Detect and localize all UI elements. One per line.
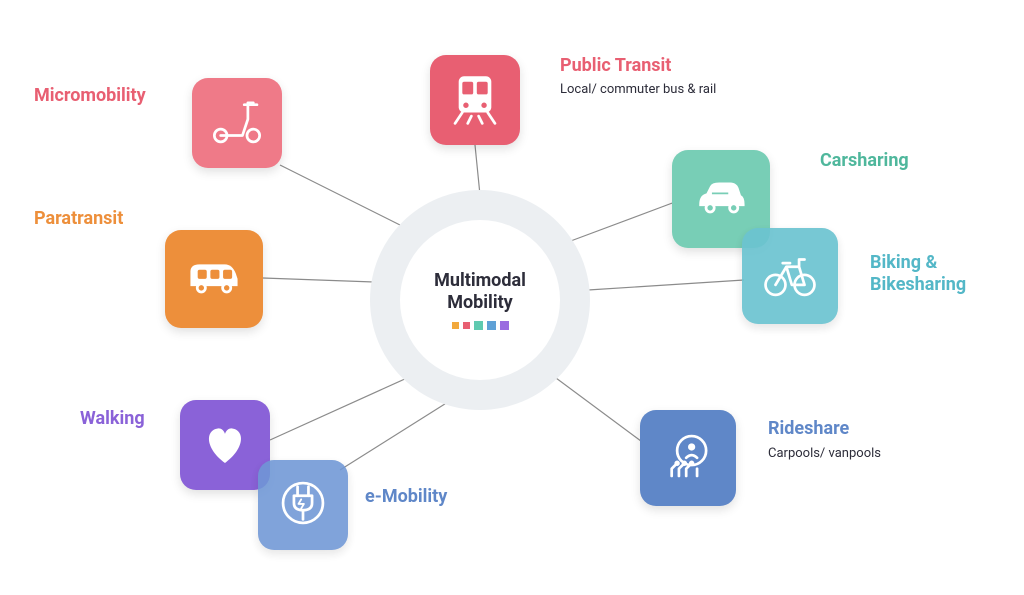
e-mobility-tile xyxy=(258,460,348,550)
carpool-icon xyxy=(659,427,717,489)
public-transit-tile xyxy=(430,55,520,145)
public-transit-sublabel: Local/ commuter bus & rail xyxy=(560,82,716,97)
center-dot xyxy=(500,321,509,330)
infographic-canvas: Multimodal Mobility xyxy=(0,0,1024,595)
micromobility-tile xyxy=(192,78,282,168)
center-hub: Multimodal Mobility xyxy=(400,220,560,380)
walking-tile xyxy=(180,400,270,490)
rideshare-sublabel: Carpools/ vanpools xyxy=(768,446,881,461)
walking-label: Walking xyxy=(80,408,145,430)
center-ring: Multimodal Mobility xyxy=(370,190,590,410)
biking-label: Biking & Bikesharing xyxy=(870,252,966,295)
center-dot xyxy=(452,322,459,329)
bike-icon xyxy=(761,245,819,307)
scooter-icon xyxy=(208,92,266,154)
train-icon xyxy=(446,69,504,131)
center-dot xyxy=(487,321,496,330)
rideshare-tile xyxy=(640,410,736,506)
van-icon xyxy=(185,248,243,310)
center-title: Multimodal Mobility xyxy=(434,270,526,313)
paratransit-tile xyxy=(165,230,263,328)
paratransit-label: Paratransit xyxy=(34,208,123,230)
public-transit-label: Public Transit xyxy=(560,55,671,77)
carsharing-label: Carsharing xyxy=(820,150,909,172)
micromobility-label: Micromobility xyxy=(34,85,146,107)
e-mobility-label: e-Mobility xyxy=(365,486,447,508)
car-icon xyxy=(692,168,750,230)
center-dot xyxy=(474,321,483,330)
center-dot xyxy=(463,322,470,329)
rideshare-label: Rideshare xyxy=(768,418,849,440)
heart-icon xyxy=(196,414,254,476)
center-dot-row xyxy=(452,321,509,330)
plug-icon xyxy=(274,474,332,536)
biking-tile xyxy=(742,228,838,324)
